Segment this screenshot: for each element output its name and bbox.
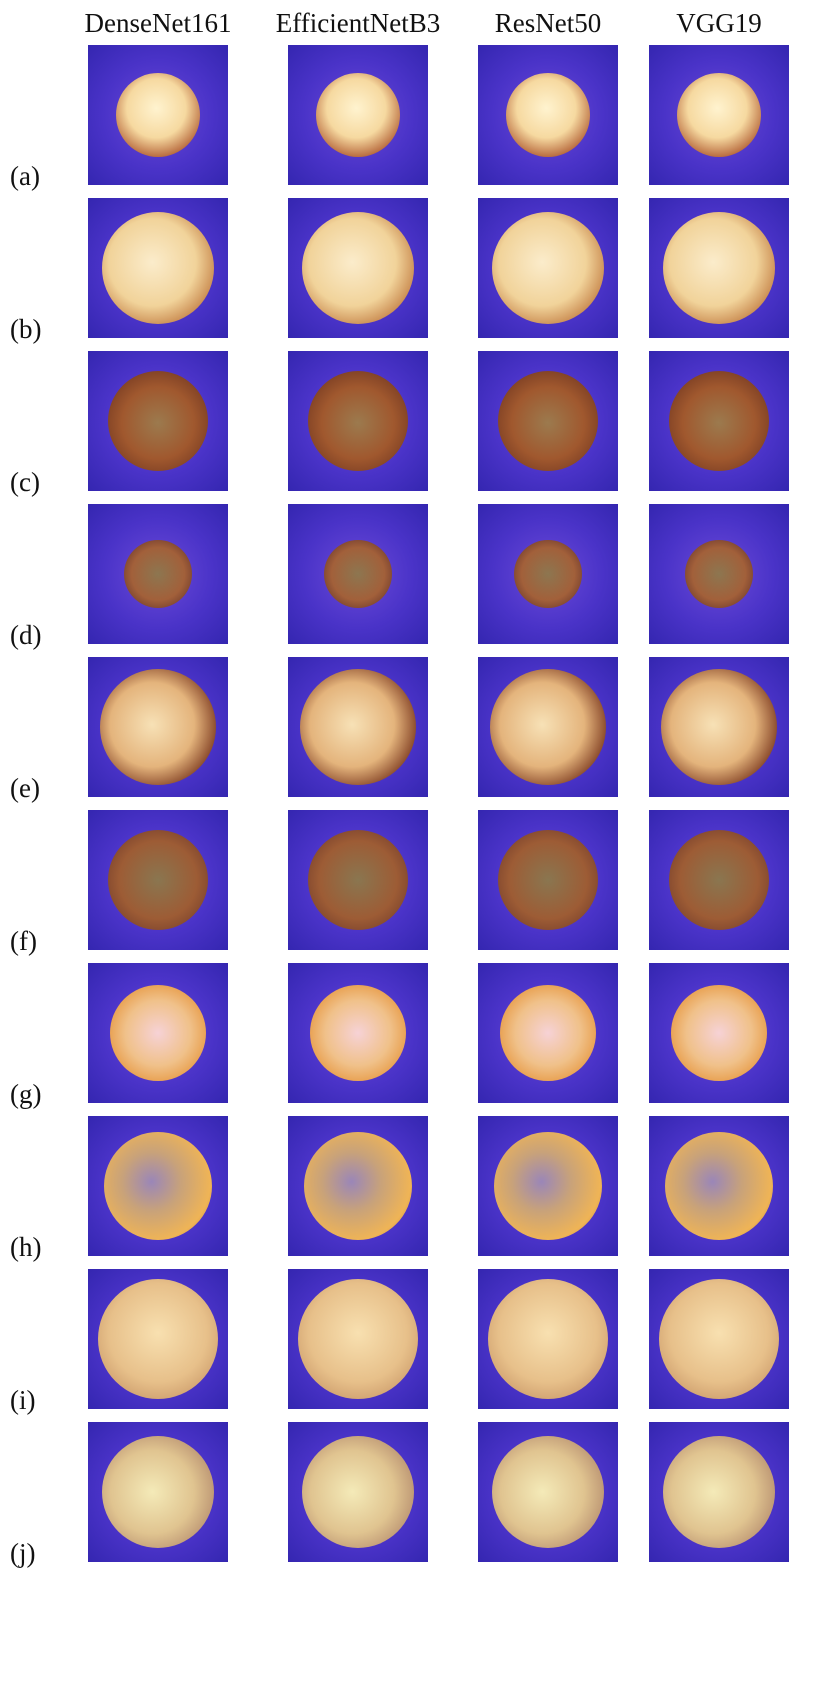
heatmap-image [288,1422,428,1562]
heatmap-image [288,45,428,185]
cookie [102,1436,214,1548]
row-label: (h) [10,1232,41,1263]
heatmap-image [478,1116,618,1256]
heatmap-image [288,351,428,491]
cookie [498,371,598,471]
heatmap-image [478,657,618,797]
heatmap-image [88,198,228,338]
heatmap-image [649,963,789,1103]
heatmap-image [649,198,789,338]
cookie [98,1279,218,1399]
cookie [669,830,769,930]
cookie [300,669,416,785]
heatmap-image [478,198,618,338]
cookie [500,985,596,1081]
heatmap-image [288,198,428,338]
heatmap-image [88,351,228,491]
heatmap-image [649,504,789,644]
heatmap-image [478,963,618,1103]
cookie [488,1279,608,1399]
cookie [663,1436,775,1548]
heatmap-image [649,1269,789,1409]
heatmap-image [649,45,789,185]
heatmap-image [288,504,428,644]
cookie [492,1436,604,1548]
heatmap-image [288,1116,428,1256]
heatmap-image [88,504,228,644]
heatmap-image [478,504,618,644]
heatmap-image [478,1422,618,1562]
heatmap-image [88,45,228,185]
heatmap-image [288,657,428,797]
heatmap-image [649,1116,789,1256]
heatmap-image [649,351,789,491]
cookie [506,73,590,157]
figure: DenseNet161EfficientNetB3ResNet50VGG19 (a… [0,0,838,1684]
cookie [490,669,606,785]
row-label: (d) [10,620,41,651]
heatmap-image [649,1422,789,1562]
heatmap-image [478,351,618,491]
row-label: (e) [10,773,40,804]
cookie [498,830,598,930]
cookie [302,212,414,324]
row-label: (f) [10,926,37,957]
cookie [104,1132,212,1240]
cookie [514,540,582,608]
row-label: (i) [10,1385,35,1416]
heatmap-image [649,657,789,797]
heatmap-image [478,1269,618,1409]
cookie [663,212,775,324]
heatmap-image [288,810,428,950]
heatmap-image [478,810,618,950]
row-label: (a) [10,161,40,192]
row-label: (b) [10,314,41,345]
cookie [671,985,767,1081]
row-label: (j) [10,1538,35,1569]
cookie [302,1436,414,1548]
cookie [124,540,192,608]
cookie [310,985,406,1081]
column-header: DenseNet161 [58,8,258,39]
cookie [494,1132,602,1240]
cookie [685,540,753,608]
cookie [100,669,216,785]
cookie [108,830,208,930]
heatmap-image [88,1269,228,1409]
heatmap-image [88,657,228,797]
heatmap-image [478,45,618,185]
cookie [308,371,408,471]
cookie [304,1132,412,1240]
heatmap-image [88,1116,228,1256]
cookie [669,371,769,471]
heatmap-image [288,1269,428,1409]
column-header: VGG19 [619,8,819,39]
heatmap-image [88,1422,228,1562]
cookie [324,540,392,608]
cookie [665,1132,773,1240]
cookie [659,1279,779,1399]
heatmap-image [88,810,228,950]
cookie [116,73,200,157]
cookie [316,73,400,157]
column-header: ResNet50 [448,8,648,39]
cookie [298,1279,418,1399]
heatmap-image [88,963,228,1103]
cookie [108,371,208,471]
cookie [492,212,604,324]
cookie [661,669,777,785]
heatmap-image [649,810,789,950]
cookie [102,212,214,324]
row-label: (g) [10,1079,41,1110]
heatmap-image [288,963,428,1103]
column-header: EfficientNetB3 [258,8,458,39]
cookie [110,985,206,1081]
cookie [677,73,761,157]
cookie [308,830,408,930]
row-label: (c) [10,467,40,498]
